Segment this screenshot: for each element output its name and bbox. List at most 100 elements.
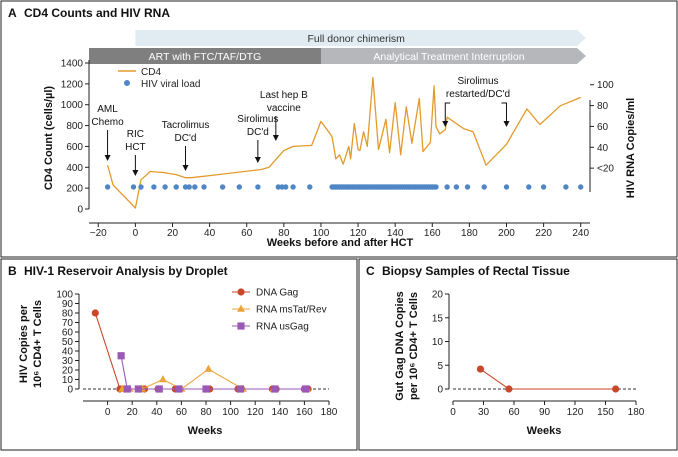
viral-load-point	[219, 184, 226, 190]
x-tick-label: 240	[572, 228, 589, 239]
viral-load-point	[275, 184, 281, 190]
x-tick-label: 0	[105, 407, 111, 418]
y2-tick-label: 40	[597, 143, 609, 154]
x-tick-label: 0	[450, 407, 456, 418]
y-tick-label: 200	[66, 184, 83, 195]
viral-load-point	[130, 184, 137, 190]
restart-arrow-right-head	[503, 121, 510, 127]
panel-b-y-label-2: 10⁶ CD4+ T Cells	[32, 300, 44, 388]
x-tick-label: 140	[387, 228, 404, 239]
viral-load-point	[104, 184, 111, 190]
x-tick-label: 80	[200, 407, 212, 418]
x-tick-label: 30	[478, 407, 490, 418]
y-tick-label: 10	[62, 375, 74, 386]
y-tick-label: 5	[437, 361, 443, 372]
panel-b-title: HIV-1 Reservoir Analysis by Droplet	[24, 264, 228, 278]
y-tick-label: 90	[62, 299, 74, 310]
data-point-square	[175, 385, 183, 393]
y2-tick-label: 100	[597, 80, 614, 91]
restart-bracket-left	[444, 102, 451, 124]
x-tick-label: −20	[90, 228, 107, 239]
panel-a-letter: A	[8, 6, 17, 20]
x-tick-label: 120	[247, 407, 264, 418]
annotation-hep-b: Last hep B	[260, 90, 308, 101]
data-point-square	[202, 385, 210, 393]
gut-gag-point	[612, 385, 620, 393]
restart-arrow-left-head	[442, 121, 449, 127]
y-tick-label: 400	[66, 163, 83, 174]
panel-b-frame	[0, 258, 358, 451]
annotation-aml: AML	[97, 104, 118, 115]
viral-load-point	[173, 184, 179, 190]
x-tick-label: 140	[271, 407, 288, 418]
panel-c-y-label-2: per 10⁶ CD4+ T Cells	[408, 292, 420, 400]
x-tick-label: 150	[597, 407, 614, 418]
viral-load-point	[201, 184, 207, 190]
y-tick-label: 60	[62, 328, 74, 339]
y-tick-label: 600	[66, 142, 83, 153]
x-tick-label: 20	[167, 228, 179, 239]
x-tick-label: 60	[241, 228, 253, 239]
x-tick-label: 60	[508, 407, 520, 418]
viral-load-point	[563, 184, 569, 190]
x-tick-label: 180	[628, 407, 645, 418]
data-point-triangle	[204, 364, 213, 372]
panel-c-y-label-1: Gut Gag DNA Copies	[394, 291, 406, 401]
aml-arrow-head	[104, 155, 111, 161]
x-tick-label: 20	[127, 407, 139, 418]
viral-load-point	[279, 184, 285, 190]
panel-c-x-label: Weeks	[527, 425, 562, 437]
y-tick-label: 80	[62, 309, 74, 320]
x-tick-label: 90	[539, 407, 551, 418]
panel-a-title: CD4 Counts and HIV RNA	[24, 6, 170, 20]
panel-b-letter: B	[8, 264, 17, 278]
x-tick-label: 80	[278, 228, 290, 239]
x-tick-label: 200	[498, 228, 515, 239]
panel-b-y-label-1: HIV Copies per	[18, 304, 30, 383]
timeline-bar	[320, 48, 586, 64]
y2-tick-label: 60	[597, 122, 609, 133]
x-tick-label: 180	[321, 407, 338, 418]
viral-load-point	[540, 184, 547, 190]
viral-load-point	[283, 184, 289, 190]
legend-label: RNA usGag	[256, 322, 309, 333]
legend-viral-load-swatch	[124, 80, 130, 86]
timeline-bar-label: Analytical Treatment Interruption	[373, 51, 524, 63]
y-tick-label: 50	[62, 337, 74, 348]
panel-c-title: Biopsy Samples of Rectal Tissue	[382, 264, 570, 278]
viral-load-point	[444, 184, 450, 190]
panel-a-x-label: Weeks before and after HCT	[267, 237, 414, 249]
x-tick-label: 40	[151, 407, 163, 418]
viral-load-point	[138, 184, 144, 190]
viral-load-point	[151, 184, 157, 190]
y-tick-label: 0	[77, 205, 83, 216]
panel-a-y2-label: HIV RNA Copies/ml	[625, 98, 637, 198]
y-tick-label: 70	[62, 318, 74, 329]
panel-b-x-label: Weeks	[188, 425, 223, 437]
viral-load-point	[236, 184, 242, 190]
x-tick-label: 60	[176, 407, 188, 418]
tacrolimus-arrow-head	[182, 165, 189, 171]
y-tick-label: 1000	[61, 100, 84, 111]
x-tick-label: 120	[567, 407, 584, 418]
x-tick-label: 160	[424, 228, 441, 239]
x-tick-label: 180	[461, 228, 478, 239]
viral-load-point	[453, 184, 460, 190]
y-tick-label: 1200	[61, 79, 84, 90]
viral-load-point	[503, 184, 510, 190]
x-tick-label: 0	[133, 228, 139, 239]
data-point-circle	[91, 309, 99, 317]
series-line-1	[122, 368, 307, 390]
annotation-chemo: Chemo	[91, 117, 124, 128]
gut-gag-point	[505, 385, 513, 393]
x-tick-label: 160	[296, 407, 313, 418]
legend-cd4-label: CD4	[141, 67, 161, 78]
y2-tick-label: <20	[597, 164, 614, 175]
y2-tick-label: 80	[597, 101, 609, 112]
y-tick-label: 20	[432, 290, 444, 301]
sirolimus-arrow-head	[254, 157, 261, 163]
viral-load-point	[433, 184, 439, 190]
